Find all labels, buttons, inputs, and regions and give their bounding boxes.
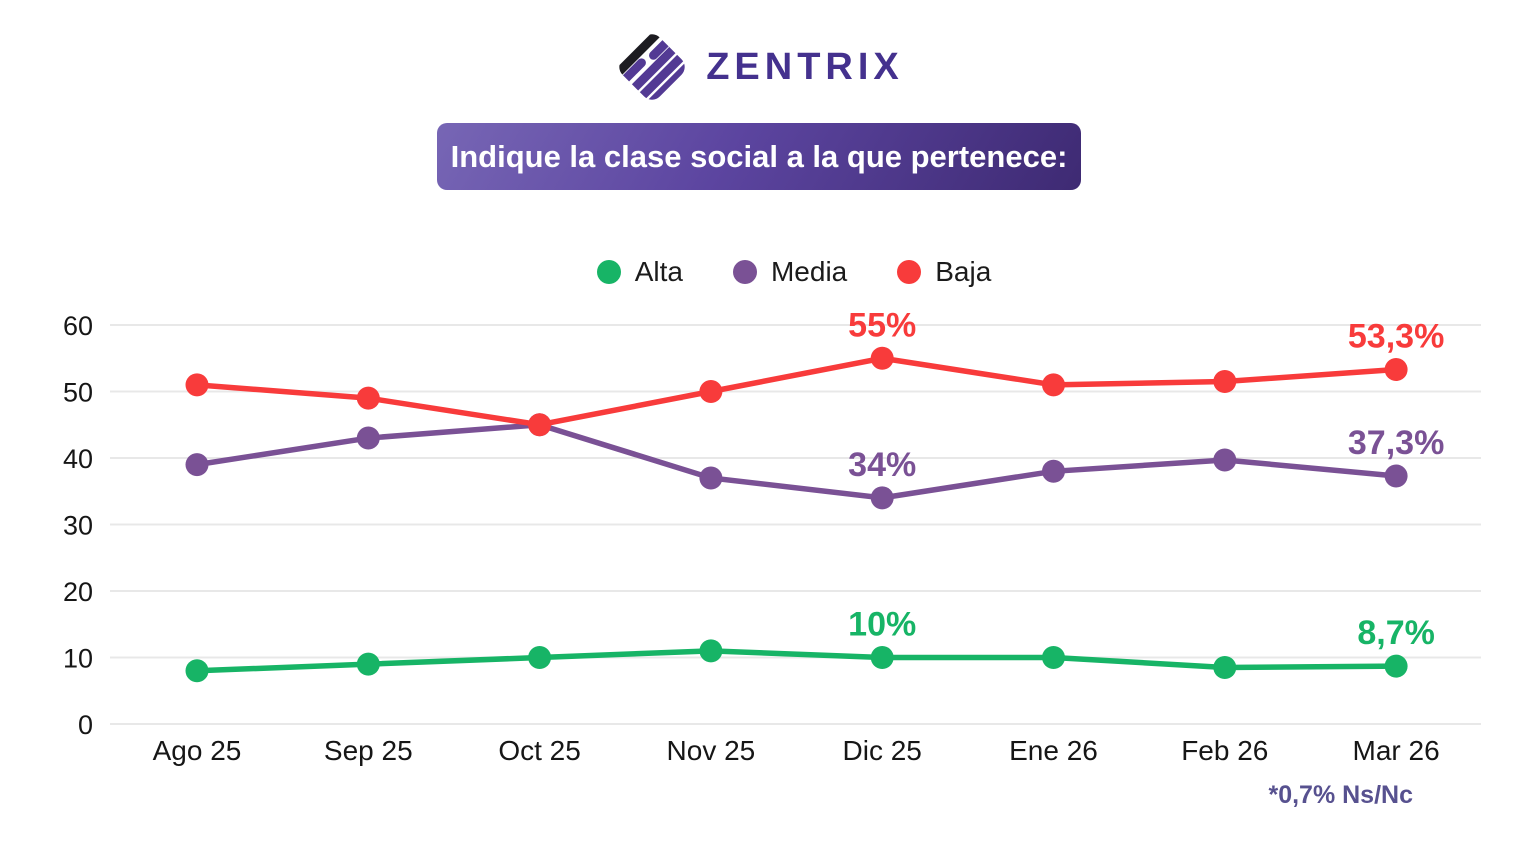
- legend-label-media: Media: [770, 256, 848, 287]
- footnote: *0,7% Ns/Nc: [1268, 781, 1413, 809]
- data-label-baja: 53,3%: [1348, 318, 1444, 356]
- y-axis-tick-label: 0: [78, 710, 93, 740]
- data-label-media: 34%: [848, 446, 916, 484]
- data-point-baja: [870, 346, 894, 370]
- y-axis-tick-label: 50: [63, 378, 93, 408]
- data-point-alta: [1042, 646, 1065, 669]
- data-point-alta: [528, 646, 552, 669]
- data-point-baja: [1042, 373, 1065, 397]
- legend-item-baja: Baja: [897, 256, 991, 288]
- line-baja: [194, 355, 1399, 428]
- data-point-alta: [699, 639, 723, 663]
- brand-name: ZENTRIX: [706, 45, 904, 88]
- data-point-media: [1042, 459, 1065, 483]
- x-axis-tick-label: Ago 25: [153, 735, 242, 766]
- legend-item-alta: Alta: [596, 256, 683, 288]
- data-point-baja: [1213, 370, 1237, 394]
- data-point-baja: [356, 386, 380, 410]
- x-axis-tick-label: Oct 25: [498, 735, 580, 766]
- chart-title: Indique la clase social a la que pertene…: [450, 138, 1068, 174]
- data-point-media: [870, 486, 894, 510]
- data-label-baja: 55%: [848, 306, 916, 344]
- data-point-media: [356, 426, 380, 450]
- legend-dot-baja: [897, 260, 922, 284]
- x-axis-tick-label: Sep 25: [324, 735, 413, 766]
- data-point-media: [1384, 464, 1408, 488]
- legend-label-alta: Alta: [634, 256, 683, 287]
- y-axis-tick-label: 20: [63, 577, 93, 607]
- chart-legend: Alta Media Baja: [0, 256, 1516, 288]
- y-axis-tick-label: 10: [63, 644, 93, 674]
- line-alta: [194, 648, 1399, 674]
- x-axis-tick-label: Dic 25: [843, 735, 922, 766]
- brand-logo: ZENTRIX: [0, 26, 1516, 108]
- data-label-media: 37,3%: [1348, 424, 1444, 462]
- data-point-alta: [1213, 655, 1237, 679]
- x-axis-tick-label: Ene 26: [1009, 735, 1098, 766]
- data-point-baja: [1384, 358, 1408, 382]
- title-banner: Indique la clase social a la que pertene…: [437, 123, 1081, 190]
- line-media: [194, 421, 1399, 501]
- data-point-baja: [699, 380, 723, 403]
- y-axis-tick-label: 60: [63, 311, 93, 341]
- y-axis-tick-label: 40: [63, 444, 93, 474]
- data-label-alta: 8,7%: [1357, 614, 1435, 652]
- legend-label-baja: Baja: [935, 256, 992, 287]
- x-axis-tick-label: Feb 26: [1181, 735, 1268, 766]
- legend-item-media: Media: [732, 256, 848, 288]
- y-axis-tick-label: 30: [63, 511, 93, 541]
- legend-dot-alta: [596, 260, 621, 284]
- data-label-alta: 10%: [848, 606, 916, 644]
- data-point-media: [185, 453, 209, 477]
- x-axis-tick-label: Mar 26: [1353, 735, 1440, 766]
- zentrix-diamond-icon: [614, 29, 690, 105]
- data-point-alta: [1384, 654, 1408, 678]
- data-point-media: [1213, 448, 1237, 472]
- data-point-baja: [185, 373, 209, 397]
- data-point-alta: [356, 652, 380, 676]
- data-point-alta: [185, 659, 209, 683]
- data-point-media: [699, 466, 723, 490]
- data-point-alta: [870, 646, 894, 669]
- data-point-baja: [528, 413, 552, 437]
- legend-dot-media: [732, 260, 757, 284]
- x-axis-tick-label: Nov 25: [667, 735, 756, 766]
